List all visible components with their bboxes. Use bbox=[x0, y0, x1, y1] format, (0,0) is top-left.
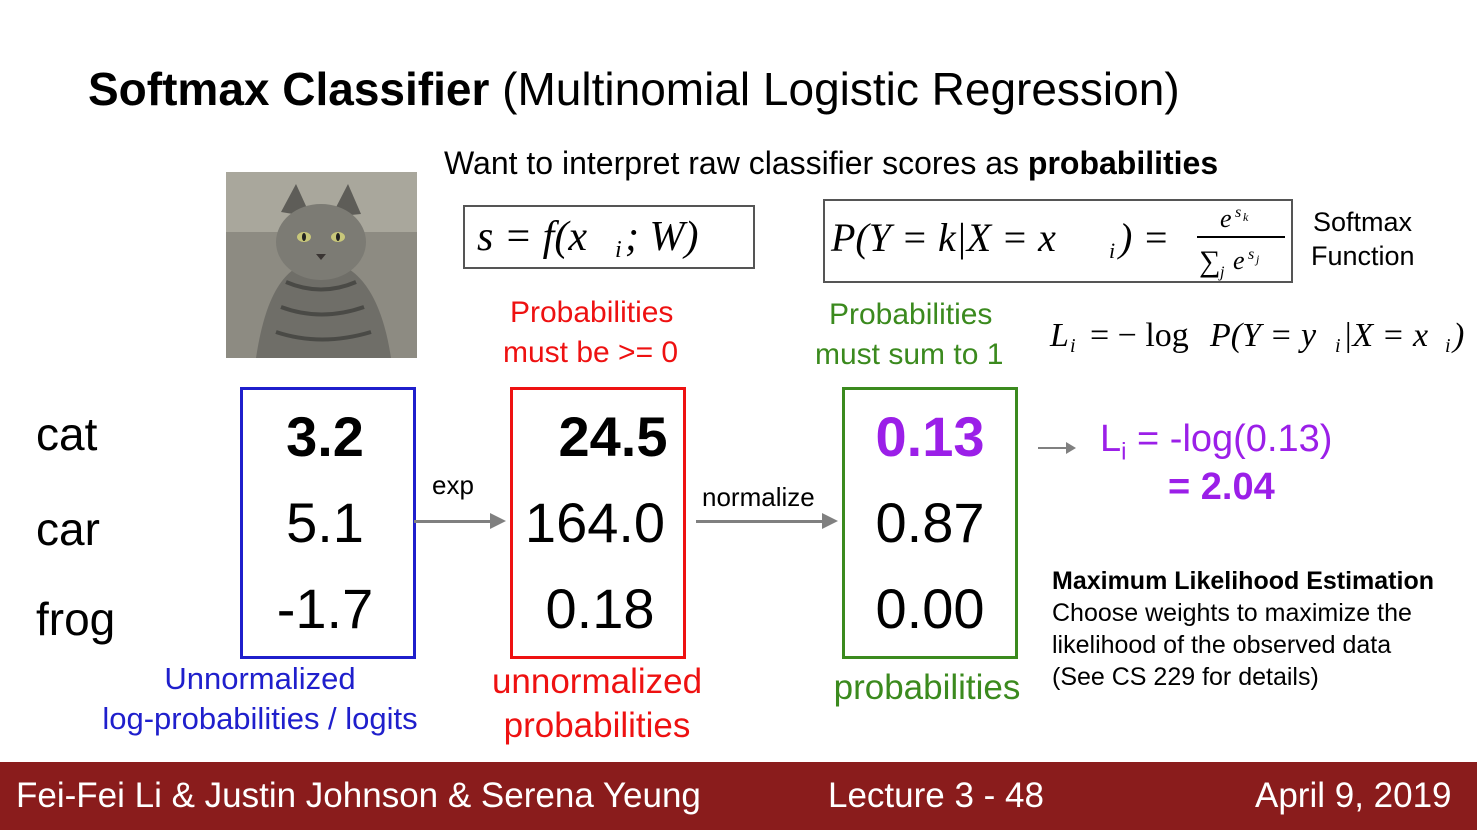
svg-text:e: e bbox=[1220, 204, 1232, 233]
mle-line1: Choose weights to maximize the bbox=[1052, 599, 1412, 627]
slide-subtitle: Want to interpret raw classifier scores … bbox=[444, 145, 1219, 181]
mle-block: Maximum Likelihood Estimation Choose wei… bbox=[1052, 565, 1472, 693]
svg-text:i: i bbox=[1109, 238, 1115, 263]
svg-text:j: j bbox=[1218, 264, 1225, 281]
svg-text:i: i bbox=[1335, 335, 1341, 357]
svg-text:i: i bbox=[615, 237, 622, 263]
probabilities-box bbox=[842, 387, 1018, 659]
footer-date: April 9, 2019 bbox=[1255, 776, 1452, 815]
svg-text:i: i bbox=[1070, 335, 1076, 357]
mle-line3: (See CS 229 for details) bbox=[1052, 663, 1319, 691]
exp-arrow-line bbox=[414, 520, 492, 523]
svg-text:e: e bbox=[1233, 246, 1245, 275]
score-cat: 3.2 bbox=[286, 405, 364, 468]
green-caption: probabilities bbox=[833, 668, 1021, 707]
loss-result-line2: = 2.04 bbox=[1168, 466, 1275, 508]
svg-text:∑: ∑ bbox=[1199, 245, 1220, 278]
prob-frog: 0.00 bbox=[875, 577, 985, 640]
svg-text:): ) bbox=[1451, 317, 1464, 354]
svg-text:k: k bbox=[1243, 210, 1249, 224]
prob-car: 0.87 bbox=[875, 491, 985, 554]
red-caption-line1: unnormalized bbox=[491, 662, 703, 701]
red-note-line1: Probabilities bbox=[510, 296, 674, 329]
cat-photo bbox=[226, 172, 417, 358]
mle-line2: likelihood of the observed data bbox=[1052, 631, 1392, 659]
class-label-car: car bbox=[36, 503, 100, 555]
svg-text:P(Y = k|X = x: P(Y = k|X = x bbox=[830, 215, 1056, 260]
class-label-frog: frog bbox=[36, 593, 116, 645]
exp-score-cat: 24.5 bbox=[558, 405, 668, 468]
loss-equation: L i = − log P(Y = y i |X = x i ) bbox=[1048, 312, 1473, 367]
footer-authors: Fei-Fei Li & Justin Johnson & Serena Yeu… bbox=[16, 776, 701, 815]
svg-text:|X = x: |X = x bbox=[1343, 317, 1428, 354]
exp-score-car: 164.0 bbox=[524, 491, 666, 554]
loss-arrow-head bbox=[1066, 442, 1076, 454]
svg-text:P(Y = y: P(Y = y bbox=[1209, 317, 1317, 354]
exp-arrow-head bbox=[490, 513, 506, 529]
score-car: 5.1 bbox=[286, 491, 364, 554]
green-note-line1: Probabilities bbox=[829, 298, 993, 331]
svg-text:i: i bbox=[1445, 335, 1451, 357]
exp-score-frog: 0.18 bbox=[545, 577, 655, 640]
softmax-label-line1: Softmax bbox=[1313, 207, 1413, 237]
slide-title: Softmax Classifier (Multinomial Logistic… bbox=[88, 63, 1180, 115]
svg-text:s = f(x: s = f(x bbox=[477, 214, 587, 260]
score-frog: -1.7 bbox=[276, 577, 374, 640]
softmax-equation: P(Y = k|X = x i ) = e s k ∑ j e s j bbox=[823, 199, 1293, 283]
svg-text:j: j bbox=[1254, 252, 1260, 266]
red-note-line2: must be >= 0 bbox=[503, 336, 679, 369]
svg-text:= − log: = − log bbox=[1090, 317, 1189, 354]
svg-text:L: L bbox=[1049, 317, 1069, 354]
softmax-label-line2: Function bbox=[1311, 241, 1415, 271]
scores-box bbox=[240, 387, 416, 659]
normalize-arrow-head bbox=[822, 513, 838, 529]
svg-text:s: s bbox=[1235, 204, 1241, 221]
footer-lecture: Lecture 3 - 48 bbox=[828, 776, 1044, 815]
loss-arrow-line bbox=[1038, 447, 1068, 449]
green-note-line2: must sum to 1 bbox=[815, 338, 1004, 371]
class-label-cat: cat bbox=[36, 408, 98, 460]
exp-scores-box bbox=[510, 387, 686, 659]
normalize-arrow-line bbox=[696, 520, 824, 523]
loss-result-line1: Li = -log(0.13) bbox=[1100, 418, 1333, 466]
normalize-label: normalize bbox=[702, 482, 815, 512]
exp-label: exp bbox=[432, 470, 474, 500]
blue-caption-line1: Unnormalized bbox=[164, 661, 356, 696]
slide-footer: Fei-Fei Li & Justin Johnson & Serena Yeu… bbox=[0, 762, 1477, 830]
score-function-equation: s = f(x i ; W) bbox=[463, 205, 755, 269]
blue-caption-line2: log-probabilities / logits bbox=[102, 701, 418, 736]
svg-text:) =: ) = bbox=[1117, 215, 1169, 260]
prob-cat: 0.13 bbox=[875, 405, 985, 468]
svg-text:s: s bbox=[1248, 246, 1254, 263]
red-caption-line2: probabilities bbox=[503, 706, 691, 745]
svg-text:; W): ; W) bbox=[625, 214, 698, 260]
mle-heading: Maximum Likelihood Estimation bbox=[1052, 567, 1434, 595]
